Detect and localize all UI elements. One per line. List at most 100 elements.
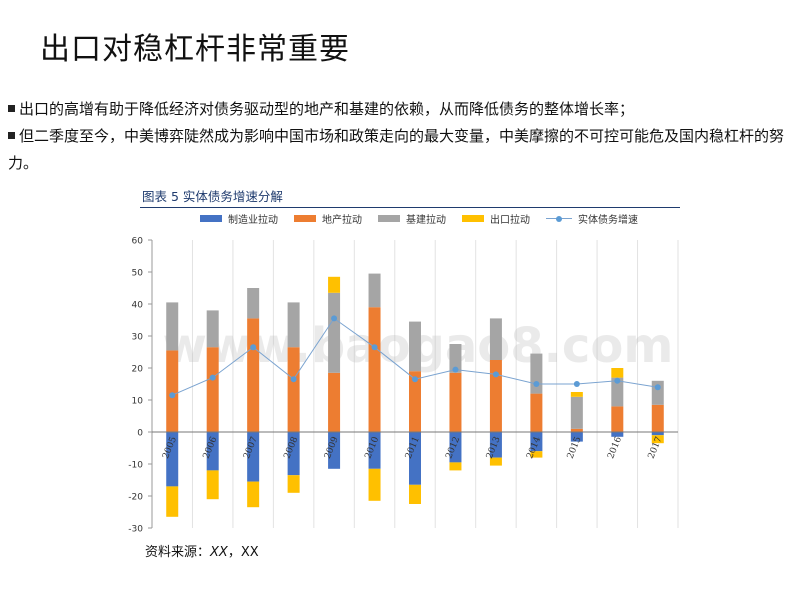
line-point	[614, 377, 621, 384]
line-point	[452, 366, 459, 373]
bar-infrastructure	[206, 310, 219, 348]
x-tick-label: 2015	[566, 435, 584, 460]
bar-realestate	[247, 318, 260, 432]
bar-realestate	[449, 372, 462, 432]
bar-realestate	[651, 404, 664, 432]
line-point	[412, 376, 418, 383]
legend-item-infrastructure: 基建拉动	[378, 211, 446, 226]
bar-exports	[409, 484, 421, 504]
line-point	[331, 315, 338, 322]
bar-exports	[166, 486, 179, 517]
slide-title: 出口对稳杠杆非常重要	[40, 32, 350, 67]
line-point	[492, 371, 499, 378]
bar-realestate	[611, 406, 624, 432]
bar-exports	[449, 462, 462, 471]
legend-label: 地产拉动	[322, 215, 362, 226]
y-tick-label: 50	[132, 269, 144, 279]
bullet-item: 但二季度至今，中美博弈陡然成为影响中国市场和政策走向的最大变量，中美摩擦的不可控…	[8, 123, 792, 177]
legend-item-growth: 实体债务增速	[546, 211, 638, 226]
bar-infrastructure	[328, 292, 341, 373]
bar-manufacturing	[166, 432, 179, 487]
x-tick-label: 2016	[606, 435, 624, 460]
bar-manufacturing	[570, 432, 583, 442]
legend-item-exports: 出口拉动	[462, 211, 530, 226]
bar-realestate	[328, 372, 341, 432]
legend-line-marker-icon	[546, 215, 572, 223]
bullet-text-2: 但二季度至今，中美博弈陡然成为影响中国市场和政策走向的最大变量，中美摩擦的不可控…	[8, 127, 785, 172]
source-separator: ，	[227, 545, 241, 560]
square-bullet-icon	[8, 105, 15, 112]
bar-manufacturing	[489, 432, 502, 458]
line-point	[250, 344, 257, 351]
bar-realestate	[570, 428, 583, 432]
bar-realestate	[409, 371, 421, 432]
line-point	[290, 376, 297, 383]
bullet-text-1: 出口的高增有助于降低经济对债务驱动型的地产和基建的依赖，从而降低债务的整体增长率…	[19, 100, 635, 118]
bar-manufacturing	[328, 432, 341, 469]
bar-manufacturing	[409, 432, 421, 485]
bar-exports	[287, 475, 300, 493]
legend-item-realestate: 地产拉动	[294, 211, 362, 226]
y-tick-label: 10	[132, 397, 144, 407]
line-point	[573, 381, 580, 387]
bar-realestate	[368, 307, 381, 432]
bar-realestate	[287, 347, 300, 432]
legend-swatch	[200, 215, 222, 222]
bar-manufacturing	[247, 432, 260, 482]
bar-infrastructure	[570, 396, 583, 429]
bar-manufacturing	[287, 432, 300, 476]
bar-infrastructure	[530, 353, 543, 394]
source-note: 资料来源：XX，XX	[145, 541, 259, 560]
line-point	[654, 384, 661, 391]
chart-legend: 制造业拉动 地产拉动 基建拉动 出口拉动 实体债务增速	[200, 211, 638, 226]
y-tick-label: 60	[132, 237, 144, 247]
bar-exports	[489, 457, 502, 466]
chart-caption: 图表 5 实体债务增速分解	[142, 189, 283, 204]
legend-label: 出口拉动	[490, 215, 530, 226]
caption-divider	[140, 207, 680, 208]
y-tick-label: 40	[132, 301, 144, 311]
bar-exports	[247, 481, 260, 508]
bar-exports	[206, 470, 219, 500]
line-point	[209, 374, 216, 381]
y-tick-label: 0	[137, 429, 143, 439]
line-point	[371, 344, 378, 351]
bar-manufacturing	[651, 432, 664, 436]
bar-manufacturing	[449, 432, 462, 463]
y-tick-label: -10	[128, 461, 143, 471]
bar-realestate	[530, 393, 543, 432]
bar-exports	[570, 392, 583, 397]
legend-item-manufacturing: 制造业拉动	[200, 211, 278, 226]
bar-infrastructure	[611, 377, 624, 407]
bar-infrastructure	[166, 302, 179, 351]
bar-infrastructure	[287, 302, 300, 348]
y-tick-label: -30	[128, 525, 143, 535]
line-point	[533, 381, 540, 387]
bar-manufacturing	[530, 432, 543, 452]
legend-label: 基建拉动	[406, 215, 446, 226]
bar-manufacturing	[206, 432, 219, 471]
source-label: 资料来源：	[145, 545, 211, 560]
y-tick-label: 20	[132, 365, 144, 375]
legend-swatch	[294, 215, 316, 222]
legend-label: 制造业拉动	[228, 215, 278, 226]
bar-manufacturing	[368, 432, 381, 469]
bar-infrastructure	[247, 288, 260, 319]
legend-swatch	[378, 215, 400, 222]
source-value: XX	[210, 545, 228, 560]
bullet-item: 出口的高增有助于降低经济对债务驱动型的地产和基建的依赖，从而降低债务的整体增长率…	[8, 96, 792, 123]
bar-exports	[530, 451, 543, 458]
source-value: XX	[240, 545, 259, 560]
bar-infrastructure	[489, 318, 502, 360]
bar-exports	[651, 435, 664, 444]
square-bullet-icon	[8, 132, 15, 139]
bar-infrastructure	[449, 344, 462, 373]
bar-realestate	[166, 350, 179, 432]
bar-realestate	[206, 347, 219, 432]
bar-manufacturing	[611, 432, 624, 437]
y-tick-label: 30	[132, 333, 144, 343]
bar-exports	[328, 276, 341, 293]
bullet-list: 出口的高增有助于降低经济对债务驱动型的地产和基建的依赖，从而降低债务的整体增长率…	[8, 96, 792, 177]
x-tick-label: 2017	[647, 435, 665, 460]
